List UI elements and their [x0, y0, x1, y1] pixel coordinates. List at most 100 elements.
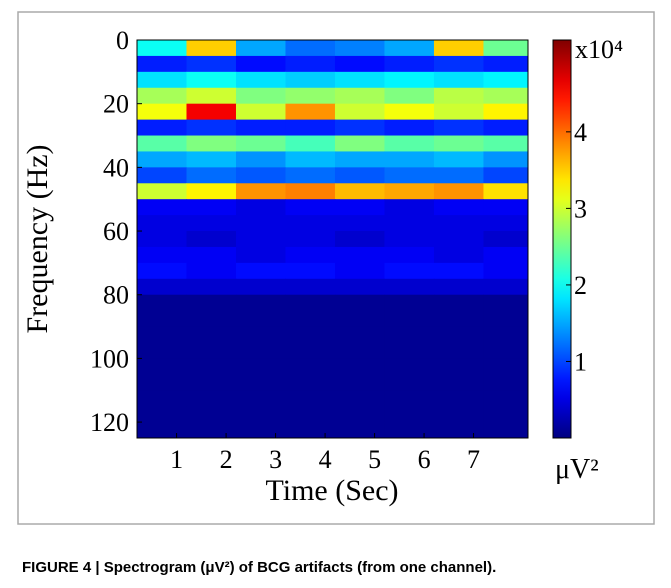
heatmap-cell	[334, 326, 385, 343]
heatmap-cell	[483, 199, 529, 216]
heatmap-cell	[186, 358, 237, 375]
heatmap-cell	[137, 40, 187, 57]
plot-frame	[136, 39, 529, 439]
heatmap-cell	[285, 55, 336, 73]
heatmap-cell	[433, 199, 484, 216]
heatmap-cell	[285, 183, 336, 200]
heatmap-cell	[384, 231, 435, 248]
heatmap-cell	[334, 390, 385, 407]
colorbar-unit: μV²	[555, 454, 599, 485]
heatmap-cell	[186, 167, 237, 184]
heatmap-cell	[235, 40, 286, 57]
heatmap-cell	[235, 183, 286, 200]
heatmap-cell	[235, 151, 286, 168]
heatmap-cell	[483, 390, 529, 407]
heatmap-cell	[285, 87, 336, 105]
x-tick-label: 7	[467, 445, 480, 474]
heatmap-cell	[334, 294, 385, 312]
heatmap-cell	[433, 40, 484, 57]
y-tick-label: 100	[90, 344, 129, 373]
heatmap-cell	[137, 55, 187, 73]
heatmap-cell	[483, 119, 529, 137]
heatmap-cell	[334, 119, 385, 137]
heatmap-cell	[384, 374, 435, 391]
heatmap-cell	[384, 40, 435, 57]
heatmap-cell	[235, 215, 286, 232]
heatmap-cell	[483, 135, 529, 152]
heatmap-cell	[334, 103, 385, 121]
heatmap-cell	[384, 167, 435, 184]
heatmap-cell	[235, 103, 286, 121]
heatmap-cell	[137, 87, 187, 105]
y-axis-label: Frequency (Hz)	[21, 144, 54, 333]
heatmap-cell	[334, 167, 385, 184]
heatmap-cell	[235, 358, 286, 375]
x-tick-label: 4	[319, 445, 332, 474]
heatmap-cell	[137, 151, 187, 168]
colorbar	[552, 39, 572, 439]
heatmap-cell	[235, 231, 286, 248]
heatmap-cell	[137, 374, 187, 391]
colorbar-tick-label: 4	[574, 118, 587, 147]
heatmap-cell	[285, 342, 336, 359]
heatmap-cell	[483, 262, 529, 280]
heatmap-cell	[433, 55, 484, 73]
heatmap-cell	[483, 71, 529, 89]
heatmap-cell	[186, 40, 237, 57]
heatmap-cell	[334, 422, 385, 439]
heatmap-cell	[285, 406, 336, 423]
heatmap-cell	[433, 310, 484, 328]
y-tick-label: 20	[103, 90, 129, 119]
heatmap-cell	[334, 406, 385, 423]
heatmap-cell	[235, 199, 286, 216]
x-axis-label: Time (Sec)	[265, 474, 398, 507]
heatmap-cell	[285, 310, 336, 328]
heatmap-cell	[285, 262, 336, 280]
heatmap-cell	[235, 406, 286, 423]
heatmap-cell	[433, 374, 484, 391]
heatmap-cell	[433, 119, 484, 137]
heatmap-cell	[483, 231, 529, 248]
heatmap-cell	[433, 71, 484, 89]
heatmap-cell	[235, 422, 286, 439]
heatmap-cell	[186, 390, 237, 407]
heatmap-cell	[384, 422, 435, 439]
heatmap-cell	[384, 55, 435, 73]
heatmap-cell	[285, 199, 336, 216]
heatmap-cell	[235, 135, 286, 152]
heatmap-cell	[285, 151, 336, 168]
heatmap-cell	[137, 231, 187, 248]
heatmap-cell	[235, 294, 286, 312]
heatmap-cell	[483, 278, 529, 296]
heatmap-cell	[235, 246, 286, 264]
heatmap-cell	[384, 278, 435, 296]
heatmap-cell	[137, 358, 187, 375]
heatmap-cell	[384, 246, 435, 264]
heatmap-cell	[483, 342, 529, 359]
heatmap-cell	[285, 294, 336, 312]
heatmap-cell	[285, 71, 336, 89]
heatmap-cell	[483, 422, 529, 439]
heatmap-cell	[235, 119, 286, 137]
heatmap-cell	[137, 422, 187, 439]
heatmap-cell	[334, 231, 385, 248]
heatmap-cell	[285, 390, 336, 407]
y-tick-label: 60	[103, 217, 129, 246]
y-tick-label: 40	[103, 153, 129, 182]
heatmap-cell	[235, 390, 286, 407]
heatmap-cell	[285, 358, 336, 375]
heatmap-cell	[433, 167, 484, 184]
heatmap-cell	[334, 199, 385, 216]
heatmap-cell	[433, 183, 484, 200]
heatmap-cell	[433, 262, 484, 280]
heatmap-cell	[384, 310, 435, 328]
heatmap-cell	[186, 342, 237, 359]
colorbar-tick-label: 2	[574, 271, 587, 300]
heatmap-cell	[384, 294, 435, 312]
heatmap-cell	[334, 151, 385, 168]
heatmap-cell	[186, 215, 237, 232]
heatmap-cell	[186, 231, 237, 248]
heatmap-cell	[186, 374, 237, 391]
heatmap-cell	[235, 310, 286, 328]
heatmap-cell	[433, 231, 484, 248]
